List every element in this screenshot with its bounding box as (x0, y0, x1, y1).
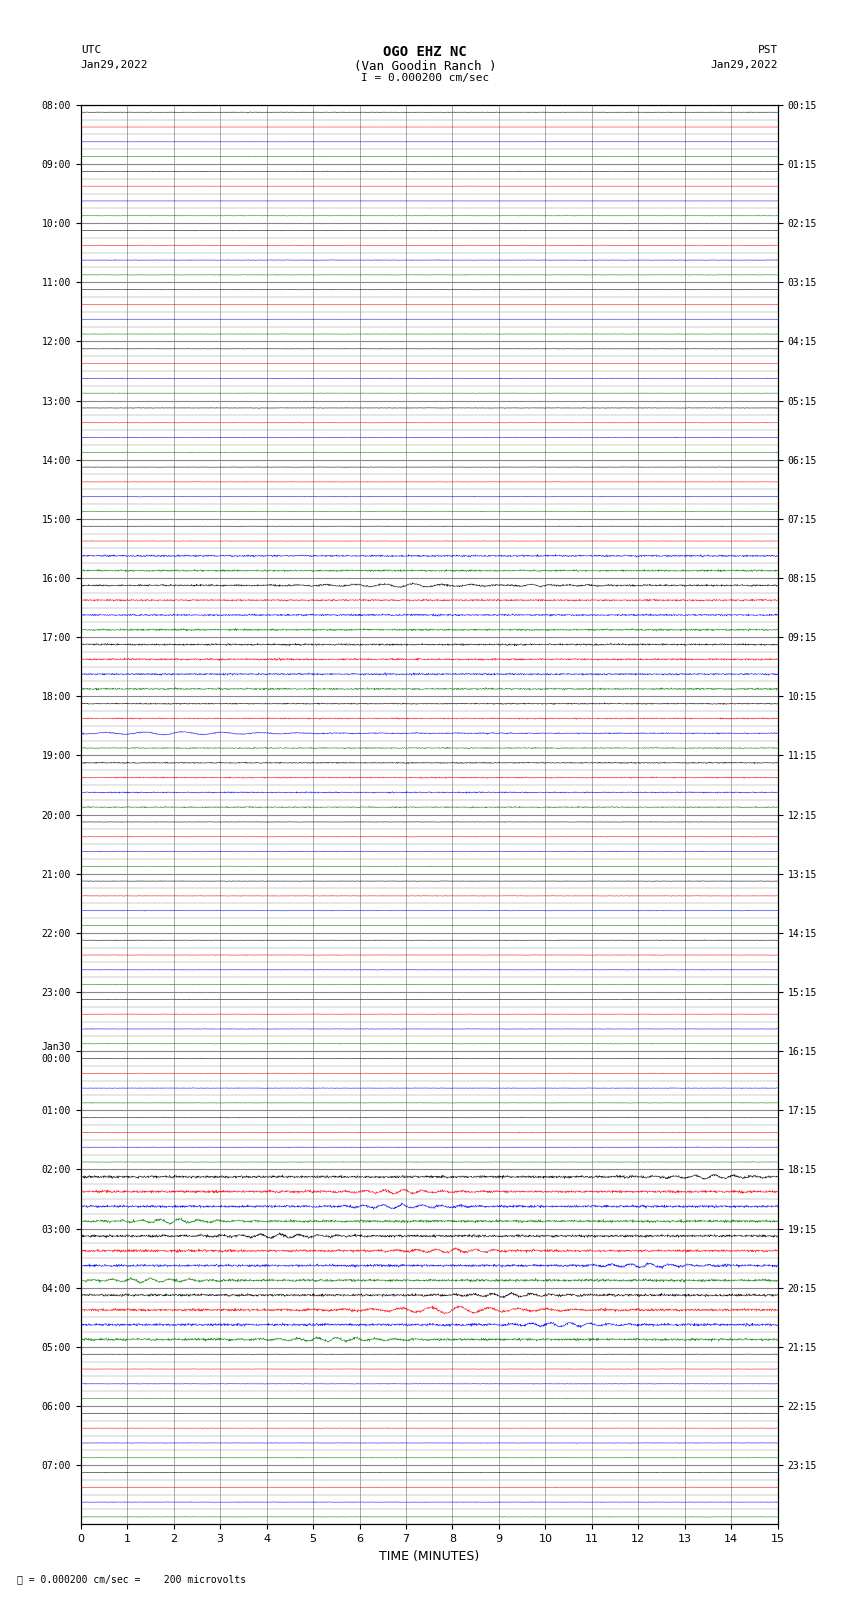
Text: PST: PST (757, 45, 778, 55)
Text: Jan29,2022: Jan29,2022 (81, 60, 148, 69)
Text: (Van Goodin Ranch ): (Van Goodin Ranch ) (354, 60, 496, 73)
Text: Jan29,2022: Jan29,2022 (711, 60, 778, 69)
Text: I = 0.000200 cm/sec: I = 0.000200 cm/sec (361, 73, 489, 82)
Text: OGO EHZ NC: OGO EHZ NC (383, 45, 467, 60)
X-axis label: TIME (MINUTES): TIME (MINUTES) (379, 1550, 479, 1563)
Text: ⎓ = 0.000200 cm/sec =    200 microvolts: ⎓ = 0.000200 cm/sec = 200 microvolts (17, 1574, 246, 1584)
Text: UTC: UTC (81, 45, 101, 55)
